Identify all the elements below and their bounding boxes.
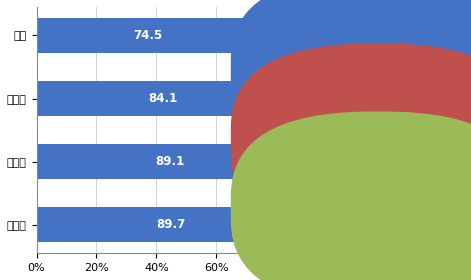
- Text: ■ 無回答: ■ 無回答: [374, 203, 406, 213]
- Text: 8.7: 8.7: [306, 155, 327, 168]
- Text: ■ 知らなかった: ■ 知らなかった: [374, 135, 425, 145]
- Bar: [330, 144, 336, 179]
- Text: 23.6: 23.6: [281, 29, 310, 42]
- Bar: [260, 18, 331, 53]
- Text: 89.7: 89.7: [156, 218, 186, 231]
- Bar: [305, 207, 336, 242]
- Bar: [289, 81, 326, 116]
- Text: 12.7: 12.7: [293, 92, 322, 105]
- Text: 知っている: 知っている: [386, 67, 417, 77]
- Text: 74.5: 74.5: [134, 29, 163, 42]
- Bar: [37, 207, 305, 242]
- Text: 1.8: 1.8: [338, 31, 355, 41]
- Bar: [37, 81, 289, 116]
- Bar: [37, 18, 260, 53]
- Text: 89.1: 89.1: [155, 155, 185, 168]
- Text: ■ 知っている: ■ 知っている: [374, 67, 419, 77]
- Text: 知らなかった: 知らなかった: [386, 135, 424, 145]
- Bar: [326, 81, 336, 116]
- Text: 2.2: 2.2: [339, 157, 355, 167]
- Text: 3.2: 3.2: [339, 94, 355, 104]
- Bar: [303, 144, 330, 179]
- Bar: [331, 18, 336, 53]
- Bar: [37, 144, 303, 179]
- Text: 無回答: 無回答: [386, 203, 405, 213]
- Text: 10.3: 10.3: [306, 218, 335, 231]
- Text: 84.1: 84.1: [148, 92, 177, 105]
